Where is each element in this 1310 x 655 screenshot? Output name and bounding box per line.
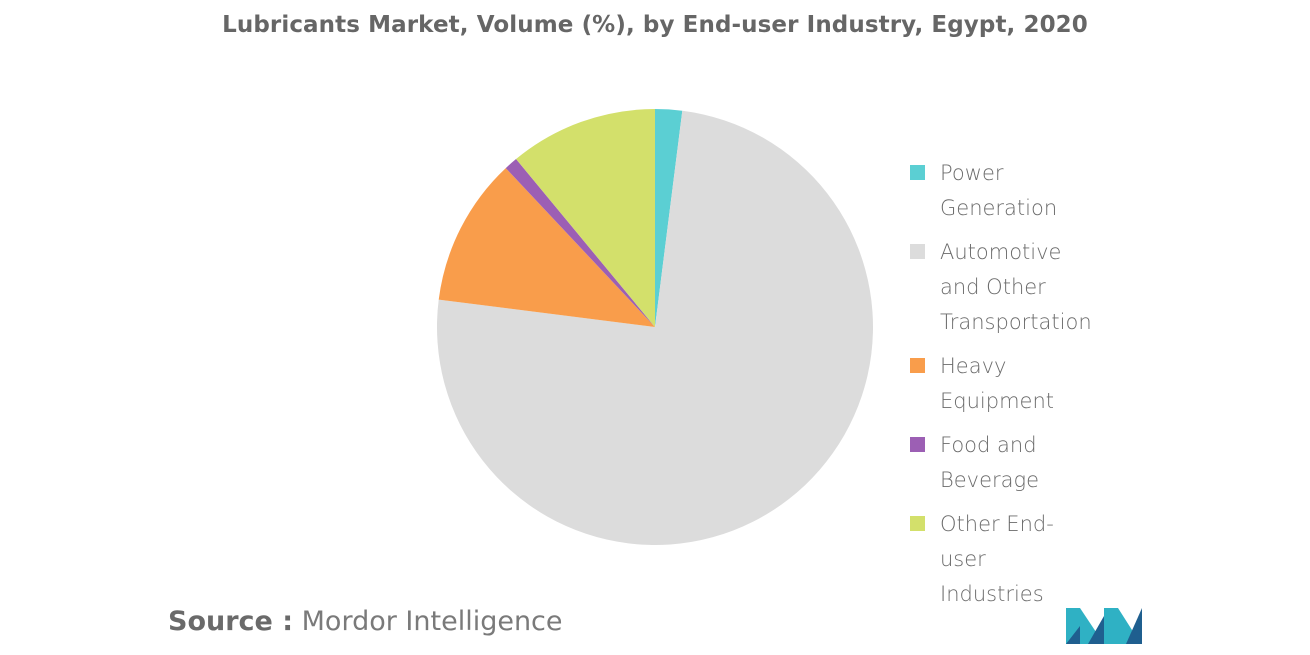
- legend-item-other-industries: Other End-user Industries: [910, 507, 1060, 612]
- source-label: Source :: [168, 606, 294, 637]
- chart-title: Lubricants Market, Volume (%), by End-us…: [222, 12, 1088, 38]
- source-note: Source : Mordor Intelligence: [168, 606, 563, 637]
- pie-slice-food-and-beverage: [505, 159, 655, 327]
- legend-item-food-beverage: Food and Beverage: [910, 428, 1060, 498]
- legend-item-heavy-equipment: Heavy Equipment: [910, 349, 1060, 419]
- pie-slice-other-end-user-industries: [516, 109, 655, 327]
- legend-swatch: [910, 516, 925, 531]
- legend-label: Power Generation: [940, 161, 1058, 220]
- legend-item-power-generation: Power Generation: [910, 156, 1060, 226]
- pie-slices: [437, 109, 874, 545]
- mordor-intelligence-logo-icon: [1066, 608, 1142, 644]
- pie-slice-heavy-equipment: [438, 168, 655, 327]
- legend-label: Other End-user Industries: [940, 512, 1054, 606]
- legend-swatch: [910, 165, 925, 180]
- legend-swatch: [910, 244, 925, 259]
- legend-swatch: [910, 358, 925, 373]
- pie-slice-automotive-and-other-transportation: [437, 110, 874, 545]
- legend-label: Automotive and Other Transportation: [940, 240, 1092, 334]
- legend-swatch: [910, 437, 925, 452]
- legend-label: Heavy Equipment: [940, 354, 1054, 413]
- chart-legend: Power Generation Automotive and Other Tr…: [910, 156, 1092, 621]
- pie-slice-power-generation: [655, 109, 683, 327]
- legend-label: Food and Beverage: [940, 433, 1040, 492]
- source-value: Mordor Intelligence: [301, 606, 563, 637]
- legend-item-automotive: Automotive and Other Transportation: [910, 235, 1092, 340]
